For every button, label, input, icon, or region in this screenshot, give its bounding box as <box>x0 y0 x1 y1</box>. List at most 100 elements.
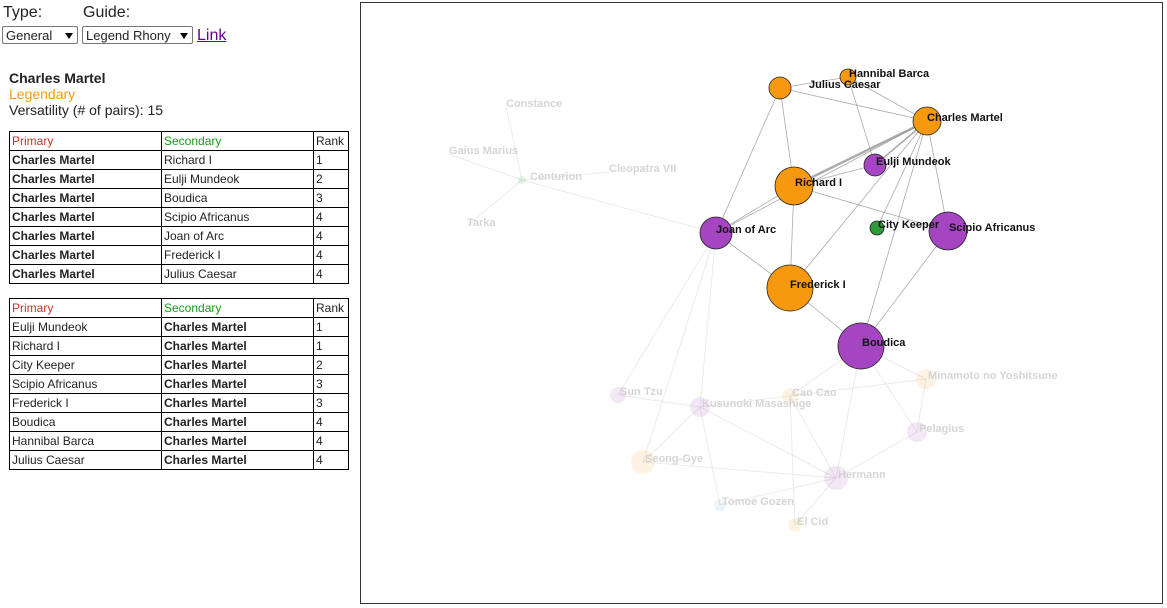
node <box>839 68 857 86</box>
table-cell: Julius Caesar <box>161 264 314 284</box>
link[interactable]: Link <box>197 27 227 44</box>
guide-select[interactable]: Legend Rhony <box>82 26 193 44</box>
table-cell: Boudica <box>161 188 314 208</box>
table-cell: Charles Martel <box>9 264 162 284</box>
table-row: Frederick I Charles Martel 3 <box>9 393 349 413</box>
table-cell: Charles Martel <box>161 317 314 337</box>
commander-rarity: Legendary <box>9 86 76 102</box>
edge <box>719 477 837 506</box>
node <box>699 216 733 250</box>
node <box>782 388 798 404</box>
table-cell: City Keeper <box>9 355 162 375</box>
edge <box>715 87 781 234</box>
edge <box>715 120 928 234</box>
node-label: Pelagius <box>919 423 964 435</box>
table-row: Charles Martel Eulji Mundeok 2 <box>9 169 349 189</box>
edge <box>789 378 927 397</box>
table-row: Eulji Mundeok Charles Martel 1 <box>9 317 349 337</box>
table-row: Charles Martel Boudica 3 <box>9 188 349 208</box>
edge <box>505 106 523 181</box>
commander-name: Charles Martel <box>9 70 106 86</box>
table-cell: Charles Martel <box>9 169 162 189</box>
node-label: Julius Caesar <box>809 79 881 91</box>
table-cell: Scipio Africanus <box>9 374 162 394</box>
table-row: Hannibal Barca Charles Martel 4 <box>9 431 349 451</box>
node-label: Scipio Africanus <box>949 222 1035 234</box>
node-label: Constance <box>506 98 562 110</box>
node <box>768 76 792 100</box>
edge <box>835 431 918 479</box>
node-label: Cleopatra VII <box>609 163 676 175</box>
edge <box>466 179 523 227</box>
table-cell: Richard I <box>9 336 162 356</box>
header-cell: Primary <box>9 131 162 151</box>
edge <box>699 232 717 408</box>
edge <box>699 395 791 408</box>
table-cell: 4 <box>313 226 349 246</box>
header-cell: Secondary <box>161 131 314 151</box>
table-cell: Charles Martel <box>9 188 162 208</box>
edge <box>793 185 949 232</box>
table-cell: Charles Martel <box>9 150 162 170</box>
node-label: Eulji Mundeok <box>876 156 951 168</box>
edge <box>876 120 928 229</box>
table-cell: Charles Martel <box>9 207 162 227</box>
table-cell: 4 <box>313 207 349 227</box>
table-cell: 2 <box>313 169 349 189</box>
node <box>518 176 526 184</box>
table-cell: Julius Caesar <box>9 450 162 470</box>
node <box>916 369 936 389</box>
table-cell: Richard I <box>161 150 314 170</box>
table-cell: Scipio Africanus <box>161 207 314 227</box>
node-label: Charles Martel <box>927 112 1003 124</box>
node-label: Frederick I <box>790 279 846 291</box>
table-cell: Charles Martel <box>9 226 162 246</box>
node <box>863 153 887 177</box>
table-row: City Keeper Charles Martel 2 <box>9 355 349 375</box>
node-label: Tomoe Gozen <box>722 496 794 508</box>
node-label: Hannibal Barca <box>849 68 930 80</box>
table-cell: Eulji Mundeok <box>9 317 162 337</box>
table-row: Scipio Africanus Charles Martel 3 <box>9 374 349 394</box>
edge <box>699 406 837 479</box>
edge <box>521 171 610 181</box>
node-label: Joan of Arc <box>716 224 776 236</box>
node-label: Richard I <box>795 177 842 189</box>
table-row: Boudica Charles Martel 4 <box>9 412 349 432</box>
node-label: Sun Tzu <box>620 386 663 398</box>
node-label: Hermann <box>838 469 886 481</box>
table-cell: Frederick I <box>161 245 314 265</box>
edge <box>779 87 928 122</box>
node <box>610 387 626 403</box>
table-cell: 1 <box>313 150 349 170</box>
table-cell: 4 <box>313 264 349 284</box>
versatility: Versatility (# of pairs): 15 <box>9 102 163 118</box>
table-cell: Charles Martel <box>161 374 314 394</box>
table-row: Charles Martel Scipio Africanus 4 <box>9 207 349 227</box>
node-label: Boudica <box>862 337 906 349</box>
node-label: Minamoto no Yoshitsune <box>928 370 1058 382</box>
type-label: Type: <box>3 4 43 21</box>
edge <box>699 406 721 506</box>
versatility-label: Versatility (# of pairs): <box>9 102 144 118</box>
table-cell: Charles Martel <box>161 431 314 451</box>
edge <box>617 394 701 408</box>
header-cell: Primary <box>9 298 162 318</box>
pairs-table: Primary Secondary Rank Charles Martel Richar… <box>9 131 349 284</box>
table-cell: 3 <box>313 188 349 208</box>
table-cell: Charles Martel <box>161 393 314 413</box>
node <box>928 211 968 251</box>
table-cell: Frederick I <box>9 393 162 413</box>
table-cell: Eulji Mundeok <box>161 169 314 189</box>
edge <box>448 153 523 181</box>
type-select[interactable]: General <box>2 26 78 44</box>
node-label: Centurion <box>530 171 582 183</box>
node <box>690 397 710 417</box>
dropdown-arrow <box>180 33 188 39</box>
table-cell: Charles Martel <box>9 245 162 265</box>
table-cell: 1 <box>313 317 349 337</box>
header-cell: Rank <box>313 298 349 318</box>
node <box>837 322 885 370</box>
table-cell: Charles Martel <box>161 412 314 432</box>
